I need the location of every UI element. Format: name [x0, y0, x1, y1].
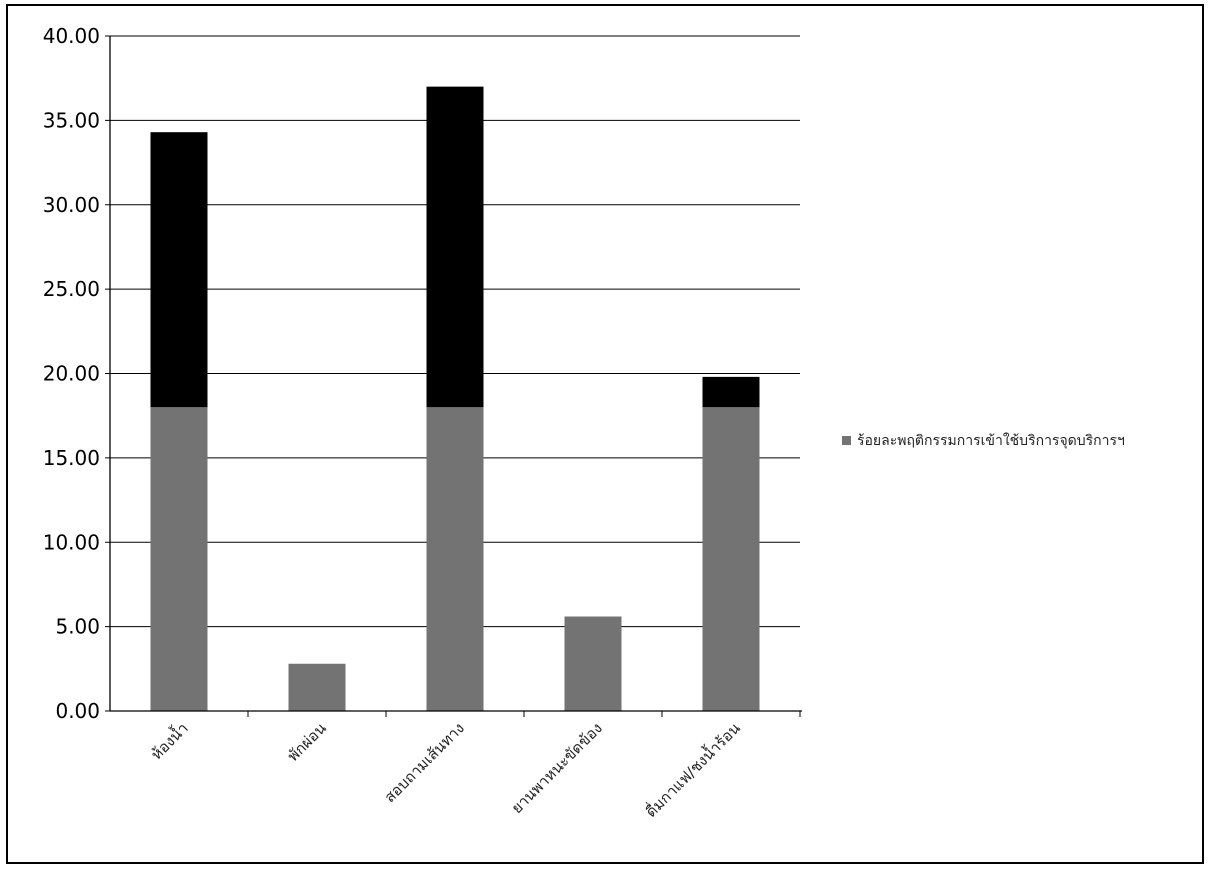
legend-label: ร้อยละพฤติกรรมการเข้าใช้บริการจุดบริการฯ	[857, 432, 1125, 449]
bars	[150, 86, 760, 711]
x-tick-label: พักผ่อน	[284, 719, 330, 765]
bar-base-3	[564, 616, 622, 711]
y-tick-label: 5.00	[55, 615, 100, 639]
y-tick-label: 10.00	[43, 530, 100, 554]
bar-base-0	[150, 407, 208, 711]
bar-stack-4	[702, 376, 760, 408]
y-tick-labels: 0.00 5.00 10.00 15.00 20.00 25.00 30.00 35.00 40…	[43, 24, 100, 723]
y-tick-label: 25.00	[43, 277, 100, 301]
y-tick-label: 35.00	[43, 108, 100, 132]
bar-base-4	[702, 407, 760, 711]
x-tick-label: ห้องน้ำ	[146, 718, 192, 764]
x-tick-label: ดื่มกาแฟ/ชงน้ำร้อน	[641, 718, 744, 821]
bar-stack-2	[426, 86, 484, 408]
y-tick-label: 40.00	[43, 24, 100, 48]
y-tick-label: 20.00	[43, 362, 100, 386]
y-tick-label: 0.00	[55, 699, 100, 723]
bar-base-1	[288, 663, 346, 711]
y-tick-label: 15.00	[43, 446, 100, 470]
legend: ร้อยละพฤติกรรมการเข้าใช้บริการจุดบริการฯ	[842, 432, 1125, 449]
x-tick-labels: ห้องน้ำ พักผ่อน สอบถามเส้นทาง ยานพาหนะขัดข้…	[146, 711, 801, 821]
x-tick-label: สอบถามเส้นทาง	[381, 719, 468, 806]
axes	[109, 36, 802, 712]
bar-base-2	[426, 407, 484, 711]
bar-stack-0	[150, 132, 208, 408]
legend-swatch	[842, 436, 851, 445]
y-tick-label: 30.00	[43, 193, 100, 217]
x-tick-label: ยานพาหนะขัดข้อง	[508, 719, 606, 817]
